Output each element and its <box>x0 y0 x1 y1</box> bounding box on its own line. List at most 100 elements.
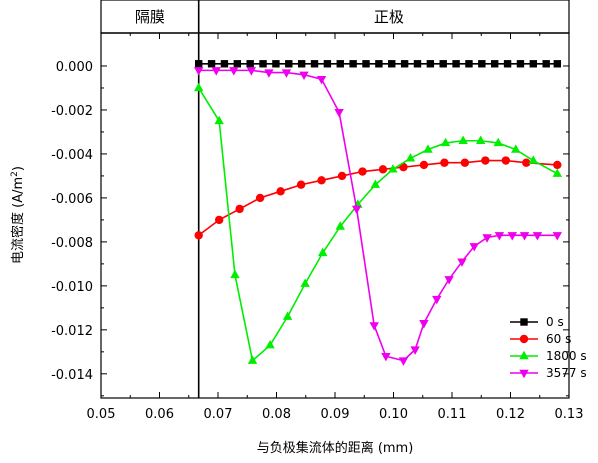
data-point <box>265 340 275 349</box>
data-point <box>440 158 449 167</box>
data-point <box>211 67 221 76</box>
data-point <box>334 108 344 118</box>
data-point <box>516 60 525 68</box>
legend-marker <box>519 369 529 379</box>
x-tick-label: 0.08 <box>262 407 291 422</box>
x-axis: 0.05 0.06 0.07 0.08 0.09 0.10 0.11 0.12 0.13 <box>87 33 584 422</box>
y-tick-label: -0.002 <box>51 104 93 119</box>
series-1800-s <box>193 82 562 364</box>
legend-label: 1800 s <box>546 349 587 363</box>
y-tick-label: -0.012 <box>51 324 93 339</box>
legend-item: 0 s <box>510 315 564 329</box>
data-point <box>281 69 292 78</box>
data-point <box>220 60 229 68</box>
header-band <box>100 0 570 34</box>
data-point <box>335 221 345 230</box>
legend-label: 3577 s <box>546 366 587 380</box>
data-point <box>452 60 460 68</box>
data-point <box>432 295 442 305</box>
data-point <box>381 353 391 362</box>
data-point <box>426 60 435 68</box>
series-line <box>198 159 558 236</box>
legend-item: 60 s <box>510 332 571 346</box>
series-0-s <box>194 60 561 68</box>
data-point <box>323 60 332 68</box>
data-point <box>318 247 328 257</box>
legend-marker <box>519 334 529 344</box>
x-tick-label: 0.05 <box>87 407 116 422</box>
region-label-separator: 隔膜 <box>135 8 165 26</box>
data-point <box>369 322 379 331</box>
data-point <box>532 232 543 241</box>
region-label-cathode: 正极 <box>374 8 404 26</box>
legend-marker <box>520 318 528 326</box>
series-line <box>198 69 558 362</box>
data-point <box>419 320 429 329</box>
y-axis-title-close: ) <box>11 166 26 171</box>
series-layer <box>193 60 562 366</box>
data-point <box>457 258 467 267</box>
data-point <box>317 176 326 185</box>
data-point <box>246 67 257 76</box>
data-point <box>378 165 388 174</box>
data-point <box>503 60 512 68</box>
x-tick-label: 0.13 <box>555 407 584 422</box>
x-tick-label: 0.06 <box>145 407 174 422</box>
data-point <box>465 60 473 68</box>
data-point <box>316 75 327 85</box>
data-point <box>247 355 258 364</box>
data-point <box>358 167 367 176</box>
legend-item: 1800 s <box>510 349 587 363</box>
y-tick-label: -0.010 <box>51 280 93 295</box>
data-point <box>272 60 280 68</box>
data-point <box>336 60 344 68</box>
legend-marker <box>519 350 529 360</box>
data-point <box>419 160 429 170</box>
x-tick-label: 0.12 <box>496 407 525 422</box>
data-point <box>362 60 370 68</box>
data-point <box>207 60 216 68</box>
data-point <box>400 60 409 68</box>
data-point <box>475 135 486 144</box>
x-tick-label: 0.10 <box>379 407 408 422</box>
data-point <box>529 60 538 68</box>
data-point <box>542 60 550 68</box>
data-point <box>282 311 293 320</box>
data-point <box>375 60 383 68</box>
data-point <box>233 60 242 68</box>
data-point <box>255 193 265 203</box>
legend-item: 3577 s <box>510 366 587 380</box>
data-point <box>388 60 396 68</box>
data-point <box>299 71 309 80</box>
legend: 0 s 60 s 1800 s 3577 s <box>510 315 587 380</box>
data-point <box>522 158 531 167</box>
data-point <box>507 232 517 241</box>
x-axis-title: 与负极集流体的距离 (mm) <box>257 440 414 456</box>
data-point <box>413 60 422 68</box>
y-tick-label: -0.004 <box>51 148 93 163</box>
data-point <box>552 168 562 177</box>
x-tick-label: 0.09 <box>321 407 350 422</box>
data-point <box>460 158 470 167</box>
data-point <box>528 155 539 164</box>
data-point <box>478 60 486 68</box>
y-axis-title-main: 电流密度 (A/m <box>10 177 26 264</box>
data-point <box>349 60 357 68</box>
data-point <box>439 60 447 68</box>
data-point <box>259 60 267 68</box>
data-point <box>481 156 490 165</box>
plot-frame <box>100 32 570 399</box>
data-point <box>511 144 521 153</box>
data-point <box>297 60 306 68</box>
y-axis-title-sup: 2 <box>10 171 20 177</box>
data-point <box>469 243 479 252</box>
data-point <box>214 215 224 225</box>
data-point <box>405 153 416 162</box>
series-60-s <box>194 156 562 240</box>
data-point <box>214 115 224 125</box>
data-point <box>300 278 310 287</box>
data-point <box>194 60 203 68</box>
data-point <box>491 60 499 68</box>
data-point <box>458 135 468 144</box>
